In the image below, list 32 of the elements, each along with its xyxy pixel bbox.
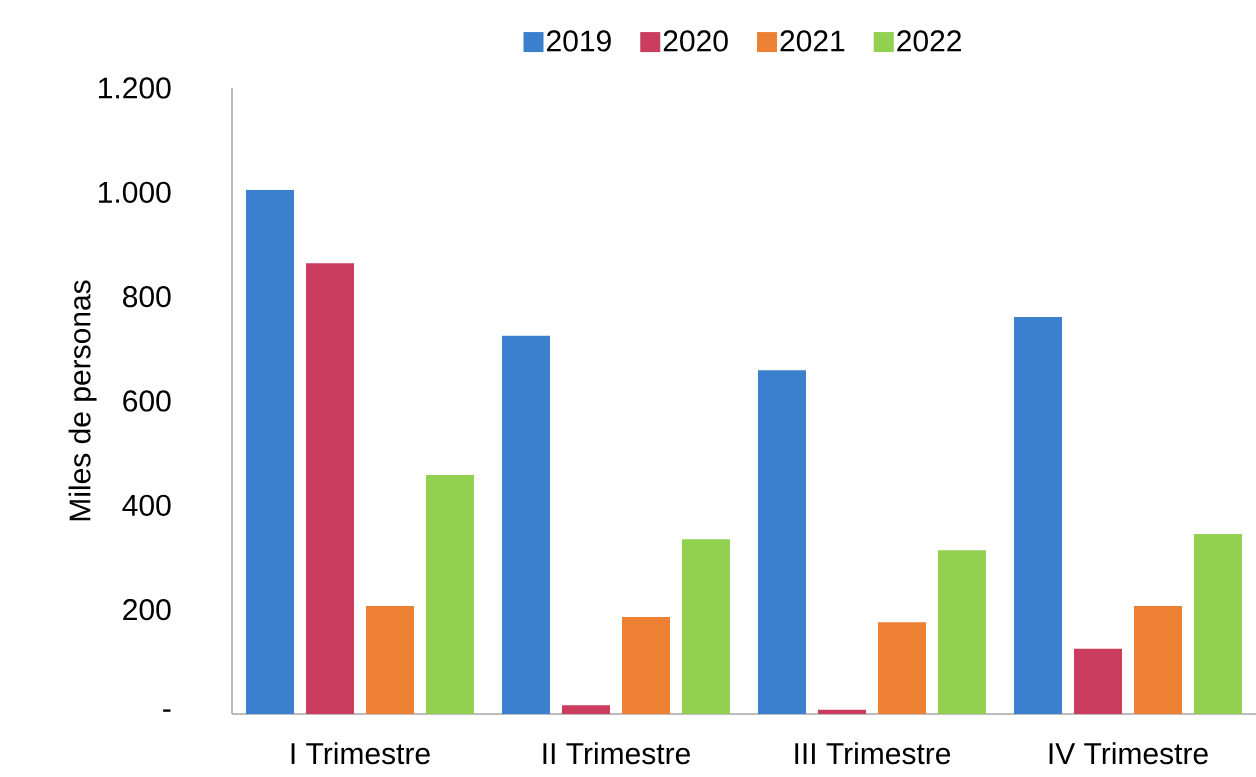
bar	[938, 550, 986, 714]
bar	[1074, 648, 1122, 714]
bar	[758, 370, 806, 714]
y-tick-label: 800	[123, 286, 171, 308]
y-tick-label: 1.200	[99, 77, 171, 99]
bar	[246, 189, 294, 714]
y-tick-label: 1.000	[99, 181, 171, 203]
bar	[502, 335, 550, 714]
legend-label: 2020	[663, 30, 728, 52]
legend-label: 2021	[780, 30, 845, 52]
bar	[366, 606, 414, 714]
legend-label: 2019	[547, 30, 611, 52]
y-tick-label: 400	[122, 494, 171, 516]
legend-label: 2022	[897, 30, 961, 52]
y-tick-label: 200	[123, 599, 171, 621]
bar	[1134, 606, 1182, 714]
bar	[818, 709, 866, 714]
x-tick-label: II Trimestre	[543, 742, 690, 765]
y-tick-label: 600	[123, 390, 171, 412]
bar	[306, 263, 354, 714]
x-tick-label: III Trimestre	[795, 742, 951, 765]
bar	[878, 622, 926, 714]
x-tick-label: IV Trimestre	[1049, 742, 1208, 765]
bar	[1014, 317, 1062, 714]
bar	[682, 539, 730, 714]
x-tick-label: I Trimestre	[291, 742, 430, 765]
bar	[1194, 534, 1242, 714]
bar	[426, 475, 474, 714]
y-axis-title: Miles de personas	[68, 280, 97, 521]
bar	[562, 705, 610, 714]
y-tick-label: -	[163, 709, 171, 712]
bar	[622, 616, 670, 714]
